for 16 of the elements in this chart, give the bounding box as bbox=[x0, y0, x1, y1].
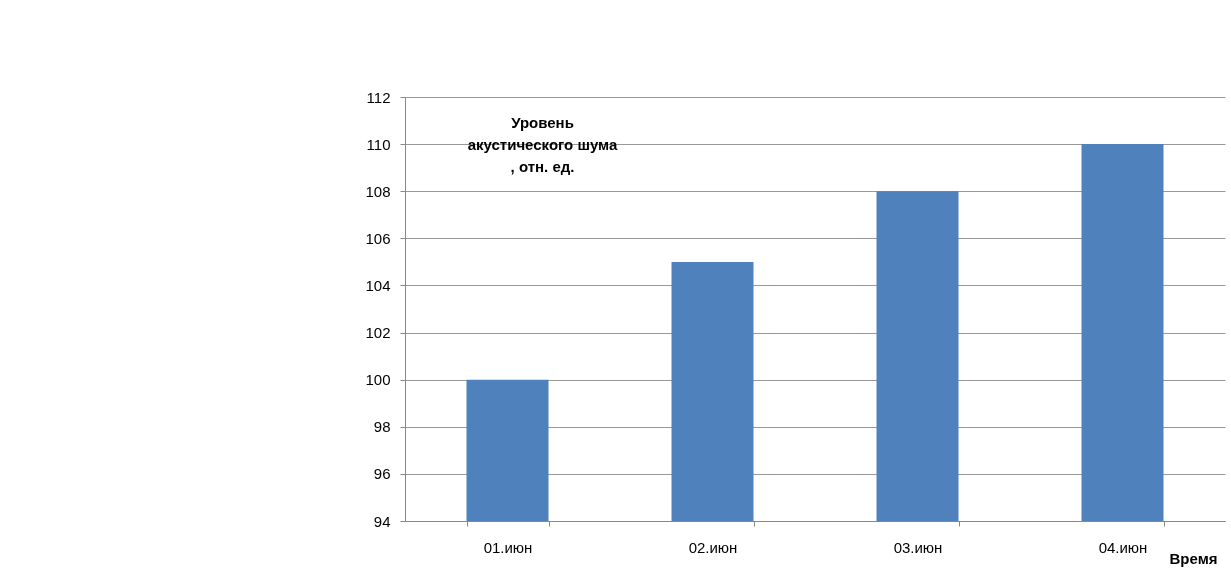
y-tick-label: 110 bbox=[366, 135, 391, 153]
x-tick-label: 02.июн bbox=[688, 538, 738, 556]
y-tick-label: 94 bbox=[373, 512, 391, 530]
y-tick-label: 98 bbox=[373, 418, 391, 436]
x-tick-label: 04.июн bbox=[1098, 538, 1148, 556]
x-tick-label: 03.июн bbox=[893, 538, 943, 556]
x-axis-title: Время bbox=[1169, 549, 1218, 567]
y-tick-label: 100 bbox=[365, 371, 391, 389]
y-axis-title: Уровень акустического шума , отн. ед. bbox=[467, 113, 618, 175]
x-tick-label: 01.июн bbox=[483, 538, 533, 556]
y-tick-label: 96 bbox=[373, 465, 391, 483]
y-tick-label: 102 bbox=[365, 324, 391, 342]
y-tick-label: 104 bbox=[365, 276, 391, 294]
y-tick-label: 108 bbox=[365, 182, 391, 200]
y-tick-label: 106 bbox=[365, 229, 391, 247]
y-tick-label: 112 bbox=[366, 88, 391, 106]
